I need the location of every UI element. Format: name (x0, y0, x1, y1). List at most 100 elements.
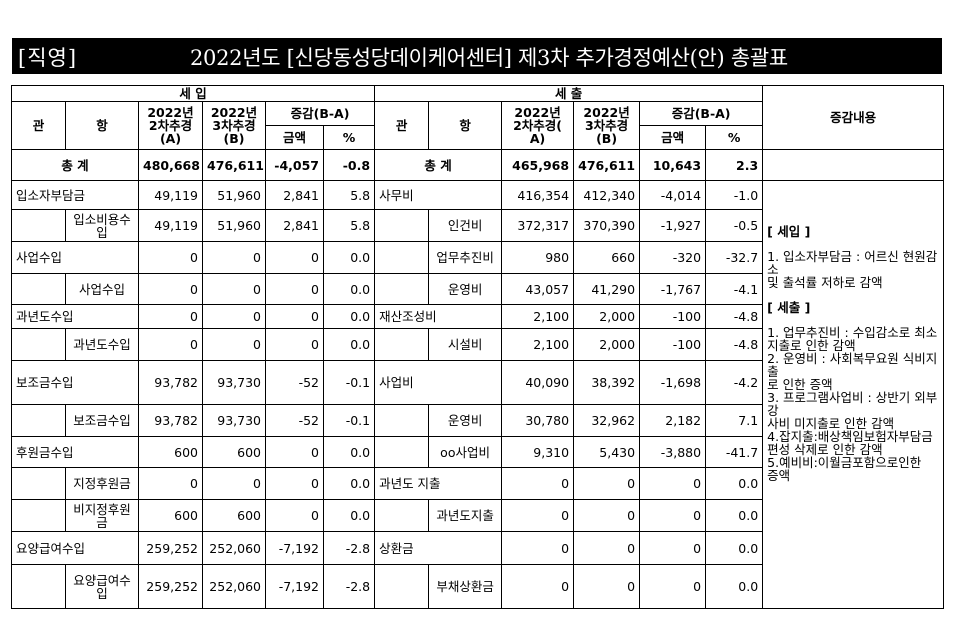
expense-hang-cell: 부채상환금 (428, 564, 503, 609)
income-b-cell: 51,960 (202, 180, 266, 210)
income-diff-cell: 0 (265, 304, 324, 329)
memo-expense-line: 5.예비비:이월금포함으로인한 (767, 455, 922, 470)
income-diff-cell: 0 (265, 499, 324, 532)
table-row: 비지정후원금 600 600 0 0.0 과년도지출 0 0 0 0.0 (11, 499, 944, 532)
table-row: 과년도수입 0 0 0 0.0 시설비 2,100 2,000 -100 -4.8 (11, 328, 944, 361)
memo-expense-line: 2. 운영비 : 사회복무요원 식비지출 (767, 351, 938, 379)
income-diff-cell: 2,841 (265, 180, 324, 210)
memo-cell: [ 세입 ] 1. 입소자부담금 : 어르신 현원감소 및 출석률 저하로 감액 [ … (762, 180, 945, 609)
memo-total-spacer (762, 149, 945, 181)
expense-b-cell: 0 (573, 467, 641, 500)
expense-hang-cell: 운영비 (428, 273, 503, 305)
income-pct-cell: 5.8 (322, 180, 376, 210)
income-a-cell: 93,782 (138, 404, 203, 437)
expense-b-cell: 412,340 (573, 180, 641, 210)
income-hang-header: 항 (65, 101, 139, 150)
memo-income-line: 1. 입소자부담금 : 어르신 현원감소 (767, 249, 938, 277)
income-hang-cell: 비지정후원금 (65, 499, 139, 532)
expense-hang-header: 항 (428, 101, 503, 150)
expense-col-b-header: 2022년 3차추경 (B) (573, 101, 641, 150)
income-diff-cell: -7,192 (265, 564, 324, 609)
income-b-cell: 252,060 (202, 564, 266, 609)
expense-gwan-spacer (374, 564, 430, 609)
income-b-cell: 600 (202, 499, 266, 532)
expense-gwan-spacer (374, 436, 430, 468)
expense-pct-cell: -4.8 (705, 328, 764, 361)
title-bar: [직영] 2022년도 [신당동성당데이케어센터] 제3차 추가경정예산(안) … (12, 38, 942, 74)
memo-income-heading: [ 세입 ] (767, 224, 811, 239)
income-gwan-cell: 후원금수입 (11, 436, 139, 468)
income-header: 세 입 (10, 85, 376, 102)
expense-diff-cell: -4,014 (639, 180, 707, 210)
income-b-cell: 93,730 (202, 360, 266, 405)
expense-a-cell: 0 (501, 467, 575, 500)
memo-income-line: 및 출석률 저하로 감액 (767, 275, 883, 290)
expense-a-cell: 9,310 (501, 436, 575, 468)
income-hang-cell: 사업수입 (65, 273, 139, 305)
income-hang-cell: 보조금수입 (65, 404, 139, 437)
table-row: 사업수입 0 0 0 0.0 업무추진비 980 660 -320 -32.7 (11, 241, 944, 274)
income-b-cell: 0 (202, 273, 266, 305)
income-a-cell: 0 (138, 241, 203, 274)
table-row: 입소비용수입 49,119 51,960 2,841 5.8 인건비 372,317 370,… (11, 209, 944, 242)
income-b-cell: 600 (202, 436, 266, 468)
expense-a-cell: 2,100 (501, 304, 575, 329)
income-a-cell: 600 (138, 499, 203, 532)
memo-expense-line: 1. 업무추진비 : 수입감소로 최소 지출로 인한 감액 (767, 325, 938, 353)
income-gwan-spacer (11, 273, 66, 305)
income-col-b-header: 2022년 3차추경 (B) (202, 101, 266, 150)
expense-b-cell: 370,390 (573, 209, 641, 242)
expense-diff-cell: -3,880 (639, 436, 707, 468)
expense-total-diff: 10,643 (639, 149, 707, 181)
expense-total-b: 476,611 (573, 149, 641, 181)
income-gwan-cell: 입소자부담금 (11, 180, 139, 210)
expense-b-cell: 41,290 (573, 273, 641, 305)
expense-hang-cell: 시설비 (428, 328, 503, 361)
income-gwan-cell: 과년도수입 (11, 304, 139, 329)
expense-header: 세 출 (374, 85, 764, 102)
expense-b-cell: 0 (573, 531, 641, 565)
income-pct-cell: 0.0 (322, 328, 376, 361)
expense-total-pct: 2.3 (705, 149, 764, 181)
income-hang-cell: 과년도수입 (65, 328, 139, 361)
table-row: 보조금수입 93,782 93,730 -52 -0.1 운영비 30,780 32,962 2… (11, 404, 944, 437)
income-total-b: 476,611 (202, 149, 266, 181)
expense-diff-header: 증감(B-A) (639, 101, 764, 126)
income-gwan-cell: 사업수입 (11, 241, 139, 274)
income-diff-cell: 0 (265, 241, 324, 274)
income-pct-cell: -0.1 (322, 404, 376, 437)
total-row: 총 계 480,668 476,611 -4,057 -0.8 총 계 465,… (11, 149, 945, 181)
expense-gwan-cell: 사업비 (374, 360, 503, 405)
memo-expense-line: 편성 삭제로 인한 감액 (767, 442, 883, 457)
expense-gwan-spacer (374, 404, 430, 437)
income-b-cell: 0 (202, 328, 266, 361)
expense-a-cell: 43,057 (501, 273, 575, 305)
expense-pct-cell: 0.0 (705, 499, 764, 532)
income-b-cell: 252,060 (202, 531, 266, 565)
income-a-cell: 0 (138, 304, 203, 329)
expense-a-cell: 0 (501, 531, 575, 565)
memo-expense-line: 3. 프로그램사업비 : 상반기 외부강 (767, 390, 938, 418)
table-row: 요양급여수입 259,252 252,060 -7,192 -2.8 부채상환금 0 0 0 0.… (11, 564, 944, 609)
expense-total-label: 총 계 (374, 149, 503, 181)
expense-diff-cell: -1,767 (639, 273, 707, 305)
page-title: 2022년도 [신당동성당데이케어센터] 제3차 추가경정예산(안) 총괄표 (190, 46, 788, 70)
income-a-cell: 0 (138, 328, 203, 361)
income-diff-cell: 0 (265, 467, 324, 500)
expense-diff-cell: 2,182 (639, 404, 707, 437)
memo-expense-line: 4.잡지출:배상책임보험자부담금 (767, 429, 933, 444)
expense-diff-cell: 0 (639, 531, 707, 565)
income-a-cell: 49,119 (138, 180, 203, 210)
income-pct-cell: 0.0 (322, 436, 376, 468)
memo-expense-line: 사비 미지출로 인한 감액 (767, 416, 895, 431)
expense-b-cell: 0 (573, 564, 641, 609)
income-gwan-spacer (11, 404, 66, 437)
expense-a-cell: 372,317 (501, 209, 575, 242)
expense-diff-cell: -100 (639, 328, 707, 361)
income-hang-cell: 요양급여수입 (65, 564, 139, 609)
expense-gwan-spacer (374, 499, 430, 532)
income-diff-cell: -52 (265, 404, 324, 437)
expense-a-cell: 416,354 (501, 180, 575, 210)
expense-gwan-spacer (374, 273, 430, 305)
expense-b-cell: 2,000 (573, 328, 641, 361)
